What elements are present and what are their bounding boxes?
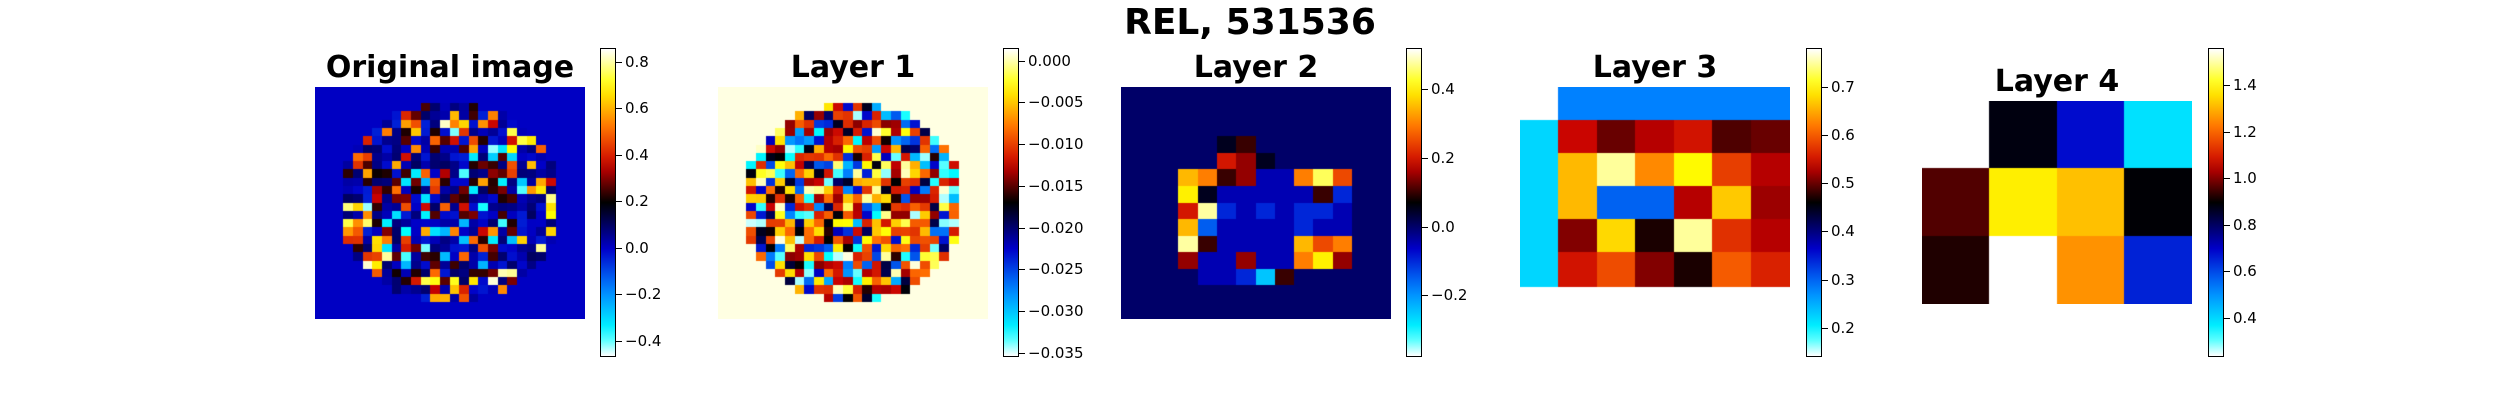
colorbar-tick-label: −0.025 (1028, 260, 1084, 279)
panel-title-layer-3: Layer 3 (1592, 50, 1718, 85)
colorbar-tick-label: 0.4 (625, 145, 649, 164)
colorbar-tick-label: 1.2 (2233, 122, 2257, 141)
colorbar-tick-mark (616, 154, 622, 156)
colorbar-tick-mark (2224, 131, 2230, 133)
colorbar-tick-label: 0.3 (1831, 270, 1855, 289)
colorbar-tick-label: −0.015 (1028, 176, 1084, 195)
colorbar-tick-label: 0.2 (1431, 148, 1455, 167)
colorbar-tick-mark (1019, 311, 1025, 313)
colorbar-tick-label: 0.6 (2233, 262, 2257, 281)
colorbar-tick-mark (2224, 224, 2230, 226)
colorbar-tick-mark (1422, 295, 1428, 297)
colorbar-original-image (600, 48, 616, 357)
colorbar-tick-label: −0.035 (1028, 343, 1084, 362)
colorbar-tick-label: −0.2 (1431, 286, 1468, 305)
heatmap-layer-3 (1520, 87, 1790, 319)
colorbar-tick-label: 0.7 (1831, 77, 1855, 96)
heatmap-layer-1 (718, 87, 988, 319)
panel-title-layer-4: Layer 4 (1994, 64, 2120, 99)
colorbar-tick-label: 0.4 (2233, 308, 2257, 327)
colorbar-tick-mark (1019, 144, 1025, 146)
colorbar-tick-label: 0.2 (1831, 319, 1855, 338)
colorbar-tick-label: −0.010 (1028, 135, 1084, 154)
colorbar-layer-4 (2208, 48, 2224, 357)
colorbar-tick-mark (1822, 279, 1828, 281)
colorbar-tick-mark (1822, 134, 1828, 136)
panel-title-original: Original image (325, 50, 575, 85)
heatmap-layer-4 (1922, 101, 2192, 304)
colorbar-tick-label: −0.030 (1028, 302, 1084, 321)
colorbar-tick-label: 0.4 (1831, 222, 1855, 241)
colorbar-tick-mark (616, 247, 622, 249)
colorbar-layer-1 (1003, 48, 1019, 357)
colorbar-layer-3 (1806, 48, 1822, 357)
colorbar-tick-label: 0.0 (625, 238, 649, 257)
colorbar-tick-mark (1019, 185, 1025, 187)
colorbar-tick-mark (616, 61, 622, 63)
colorbar-tick-label: 0.8 (625, 52, 649, 71)
colorbar-tick-label: 0.6 (625, 99, 649, 118)
colorbar-tick-mark (1822, 328, 1828, 330)
colorbar-tick-mark (1019, 227, 1025, 229)
colorbar-tick-label: 0.6 (1831, 125, 1855, 144)
colorbar-tick-mark (1422, 226, 1428, 228)
colorbar-tick-label: 0.000 (1028, 51, 1071, 70)
colorbar-tick-mark (616, 108, 622, 110)
colorbar-tick-label: −0.2 (625, 285, 662, 304)
panel-title-layer-1: Layer 1 (790, 50, 916, 85)
heatmap-original-image (315, 87, 585, 319)
colorbar-tick-label: 0.4 (1431, 80, 1455, 99)
colorbar-tick-mark (2224, 85, 2230, 87)
colorbar-tick-label: 0.5 (1831, 174, 1855, 193)
colorbar-tick-mark (1822, 183, 1828, 185)
colorbar-layer-2 (1406, 48, 1422, 357)
colorbar-tick-label: 0.0 (1431, 217, 1455, 236)
colorbar-tick-label: 1.0 (2233, 169, 2257, 188)
colorbar-tick-mark (1422, 157, 1428, 159)
colorbar-tick-label: −0.020 (1028, 218, 1084, 237)
panel-title-layer-2: Layer 2 (1193, 50, 1319, 85)
colorbar-tick-mark (1019, 60, 1025, 62)
colorbar-tick-mark (1019, 269, 1025, 271)
colorbar-tick-mark (616, 294, 622, 296)
colorbar-tick-label: −0.4 (625, 331, 662, 350)
colorbar-tick-label: 0.8 (2233, 215, 2257, 234)
colorbar-tick-mark (1822, 231, 1828, 233)
colorbar-tick-mark (2224, 317, 2230, 319)
colorbar-tick-mark (1019, 102, 1025, 104)
colorbar-tick-label: −0.005 (1028, 93, 1084, 112)
colorbar-tick-mark (2224, 178, 2230, 180)
colorbar-tick-mark (1019, 352, 1025, 354)
figure-title: REL, 531536 (1124, 2, 1376, 43)
heatmap-layer-2 (1121, 87, 1391, 319)
colorbar-tick-label: 0.2 (625, 192, 649, 211)
colorbar-tick-mark (1422, 89, 1428, 91)
colorbar-tick-mark (616, 340, 622, 342)
colorbar-tick-mark (1822, 86, 1828, 88)
colorbar-tick-label: 1.4 (2233, 76, 2257, 95)
colorbar-tick-mark (2224, 271, 2230, 273)
colorbar-tick-mark (616, 201, 622, 203)
